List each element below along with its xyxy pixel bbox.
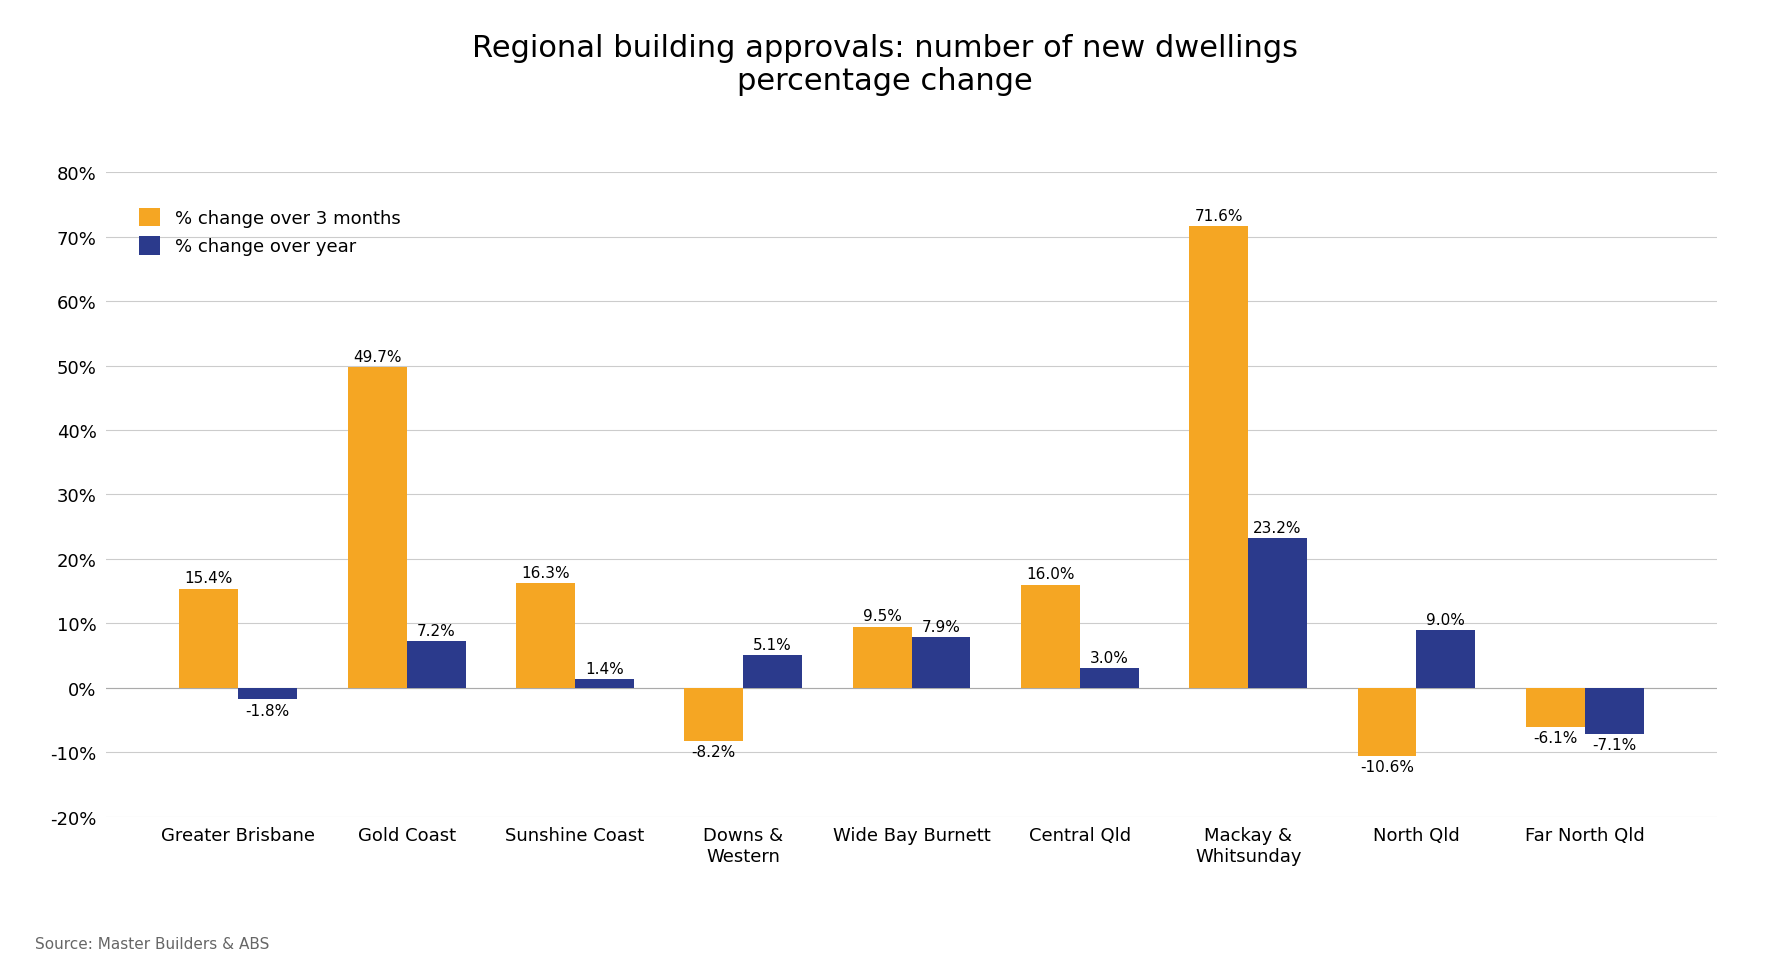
Bar	[912, 637, 970, 688]
Text: -1.8%: -1.8%	[246, 702, 290, 718]
Bar	[239, 688, 297, 700]
Bar	[1189, 227, 1248, 688]
Text: 49.7%: 49.7%	[352, 350, 402, 365]
Text: 16.3%: 16.3%	[520, 565, 570, 579]
Legend: % change over 3 months, % change over year: % change over 3 months, % change over ye…	[131, 201, 407, 263]
Bar	[1358, 688, 1416, 756]
Text: 7.2%: 7.2%	[416, 624, 455, 638]
Bar	[1080, 669, 1138, 688]
Text: 71.6%: 71.6%	[1195, 209, 1243, 224]
Bar	[853, 627, 912, 688]
Text: 1.4%: 1.4%	[586, 661, 623, 676]
Bar	[575, 679, 634, 688]
Text: 5.1%: 5.1%	[754, 637, 791, 652]
Bar	[1248, 539, 1306, 688]
Text: 16.0%: 16.0%	[1027, 567, 1074, 581]
Bar	[517, 583, 575, 688]
Bar	[1021, 585, 1080, 688]
Text: 7.9%: 7.9%	[922, 619, 961, 634]
Text: 9.5%: 9.5%	[862, 608, 901, 624]
Text: Source: Master Builders & ABS: Source: Master Builders & ABS	[35, 936, 269, 951]
Text: 15.4%: 15.4%	[184, 571, 234, 585]
Bar	[347, 368, 407, 688]
Text: -6.1%: -6.1%	[1533, 730, 1577, 746]
Bar	[1584, 688, 1644, 734]
Text: -8.2%: -8.2%	[692, 744, 736, 759]
Bar	[407, 642, 466, 688]
Bar	[743, 655, 802, 688]
Text: Regional building approvals: number of new dwellings
percentage change: Regional building approvals: number of n…	[473, 34, 1297, 96]
Bar	[179, 589, 239, 688]
Text: 9.0%: 9.0%	[1427, 612, 1466, 627]
Text: -10.6%: -10.6%	[1359, 759, 1414, 775]
Bar	[1526, 688, 1584, 727]
Text: 23.2%: 23.2%	[1253, 521, 1303, 535]
Bar	[1416, 630, 1476, 688]
Bar	[685, 688, 743, 741]
Text: -7.1%: -7.1%	[1591, 737, 1635, 752]
Text: 3.0%: 3.0%	[1090, 651, 1129, 666]
